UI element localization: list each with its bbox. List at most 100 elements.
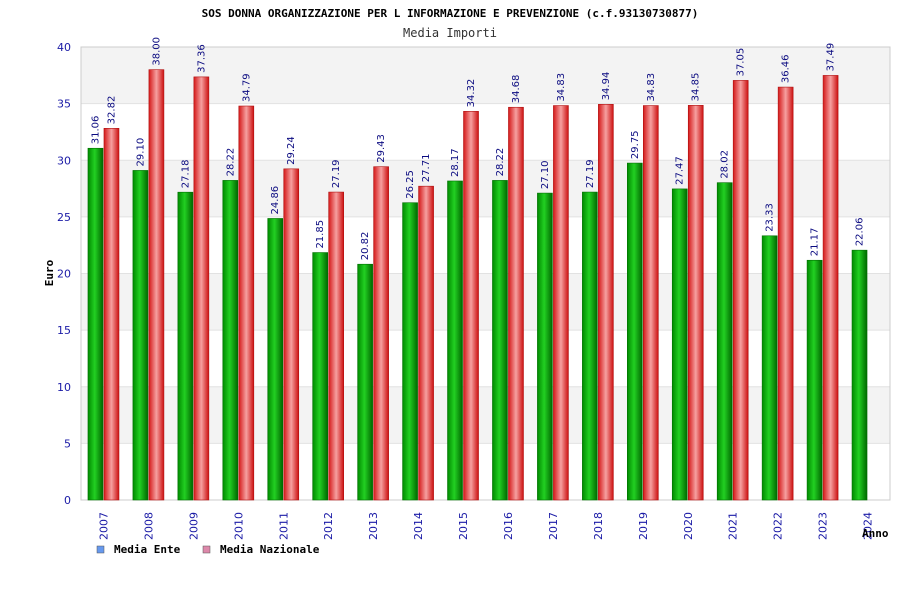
bar-media-nazionale — [238, 105, 255, 501]
bar-media-ente — [851, 249, 868, 501]
bar-media-ente — [87, 147, 104, 501]
bar-media-ente — [132, 170, 149, 501]
data-label-media-ente: 24.86 — [270, 186, 281, 215]
bar-media-ente — [312, 252, 328, 501]
bar-media-ente — [177, 191, 194, 501]
y-tick-label: 0 — [64, 494, 71, 507]
x-tick-label: 2011 — [277, 512, 290, 540]
data-label-media-ente: 22.06 — [855, 218, 866, 247]
y-tick-label: 5 — [64, 437, 71, 450]
bar-media-nazionale — [463, 111, 479, 501]
y-tick-label: 10 — [57, 381, 71, 394]
bar-media-ente — [627, 162, 643, 501]
y-tick-label: 35 — [57, 98, 71, 111]
data-label-media-nazionale: 34.83 — [556, 73, 567, 102]
y-tick-label: 40 — [57, 41, 71, 54]
data-label-media-nazionale: 36.46 — [781, 54, 792, 83]
x-tick-label: 2009 — [187, 512, 200, 540]
bar-media-nazionale — [553, 105, 569, 501]
grid-band — [81, 330, 890, 387]
bar-media-nazionale — [193, 76, 210, 501]
data-label-media-ente: 27.19 — [585, 159, 596, 188]
data-label-media-nazionale: 34.68 — [511, 75, 522, 104]
y-axis-label: Euro — [43, 259, 56, 286]
data-label-media-nazionale: 34.94 — [601, 72, 612, 101]
bar-media-nazionale — [418, 185, 434, 501]
plot-frame — [80, 46, 891, 501]
data-label-media-ente: 20.82 — [360, 232, 371, 261]
bar-media-nazionale — [148, 69, 165, 501]
y-tick-label: 25 — [57, 211, 71, 224]
data-label-media-ente: 21.85 — [315, 220, 326, 249]
chart-subtitle: Media Importi — [403, 26, 497, 40]
bar-media-ente — [806, 259, 823, 501]
data-label-media-nazionale: 34.79 — [241, 73, 252, 102]
bar-media-ente — [447, 180, 463, 501]
bar-media-ente — [716, 182, 733, 501]
grid-band — [81, 160, 890, 217]
data-label-media-nazionale: 32.82 — [106, 96, 117, 125]
x-tick-label: 2015 — [457, 512, 470, 540]
bar-media-nazionale — [687, 105, 704, 501]
bar-media-ente — [582, 191, 598, 501]
x-tick-label: 2021 — [727, 512, 740, 540]
x-tick-label: 2012 — [322, 512, 335, 540]
bar-media-ente — [671, 188, 688, 501]
grid-band — [81, 443, 890, 500]
data-label-media-nazionale: 29.43 — [376, 134, 387, 163]
data-label-media-nazionale: 34.83 — [646, 73, 657, 102]
bar-media-ente — [402, 202, 418, 501]
x-tick-label: 2023 — [817, 512, 830, 540]
data-label-media-nazionale: 29.24 — [286, 136, 297, 165]
data-label-media-nazionale: 27.19 — [331, 159, 342, 188]
chart-title: SOS DONNA ORGANIZZAZIONE PER L INFORMAZI… — [202, 7, 699, 20]
grid-band — [81, 386, 890, 444]
y-tick-label: 30 — [57, 154, 71, 167]
data-label-media-ente: 28.17 — [450, 148, 461, 177]
bar-media-ente — [222, 180, 239, 501]
data-label-media-ente: 21.17 — [810, 228, 821, 257]
bar-media-nazionale — [598, 104, 614, 501]
data-label-media-ente: 27.18 — [180, 160, 191, 189]
legend-label-media-nazionale: Media Nazionale — [220, 543, 320, 556]
data-label-media-ente: 27.10 — [540, 160, 551, 189]
x-tick-label: 2013 — [367, 512, 380, 540]
legend: Media Ente Media Nazionale — [96, 543, 320, 556]
legend-label-media-ente: Media Ente — [114, 543, 181, 556]
data-label-media-nazionale: 27.71 — [421, 154, 432, 183]
y-axis-ticks: 0 5 10 15 20 25 30 35 40 — [57, 41, 71, 507]
bar-media-nazionale — [508, 106, 524, 501]
bar-media-nazionale — [283, 168, 300, 501]
data-label-media-ente: 28.02 — [720, 150, 731, 179]
grid-band — [81, 47, 890, 104]
bar-media-nazionale — [777, 86, 794, 501]
bar-media-nazionale — [103, 128, 120, 501]
data-label-media-nazionale: 37.05 — [736, 48, 747, 77]
x-tick-label: 2022 — [772, 512, 785, 540]
data-label-media-ente: 26.25 — [405, 170, 416, 199]
x-tick-label: 2019 — [637, 512, 650, 540]
data-label-media-ente: 27.47 — [675, 156, 686, 185]
data-label-media-ente: 28.22 — [495, 148, 506, 177]
bar-media-ente — [357, 263, 373, 501]
bar-media-nazionale — [373, 166, 389, 501]
y-tick-label: 15 — [57, 324, 71, 337]
grid-band — [81, 273, 890, 331]
bar-media-nazionale — [822, 75, 839, 501]
bar-media-ente — [267, 218, 284, 501]
x-tick-label: 2020 — [682, 512, 695, 540]
bar-media-ente — [537, 192, 553, 501]
bars — [87, 69, 868, 501]
x-tick-label: 2007 — [97, 512, 110, 540]
data-label-media-nazionale: 38.00 — [151, 37, 162, 66]
data-label-media-ente: 29.75 — [630, 130, 641, 159]
x-tick-label: 2016 — [502, 512, 515, 540]
plot-background — [80, 46, 891, 501]
x-tick-label: 2024 — [862, 512, 875, 540]
grid-band — [81, 103, 890, 161]
data-label-media-nazionale: 37.36 — [196, 44, 207, 73]
x-tick-label: 2017 — [547, 512, 560, 540]
bar-media-ente — [761, 235, 778, 501]
grid-band — [81, 216, 890, 274]
